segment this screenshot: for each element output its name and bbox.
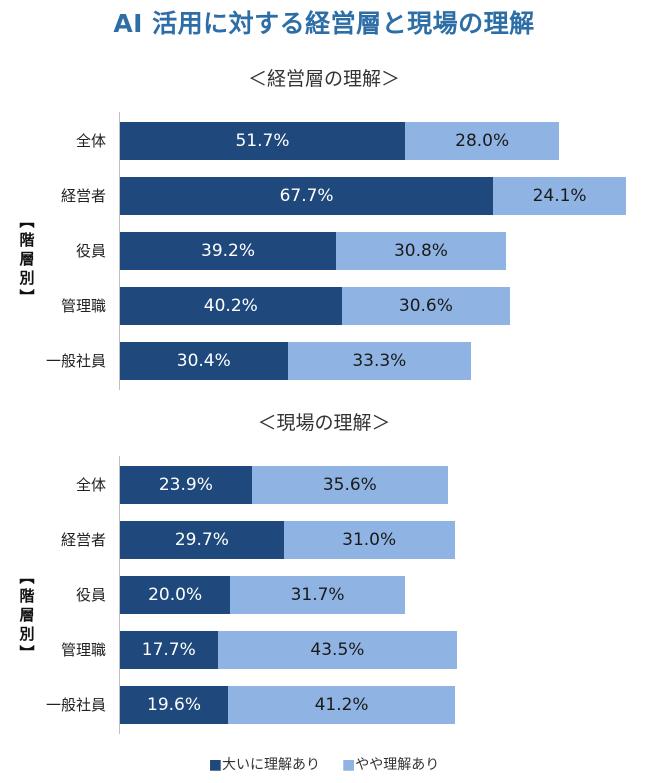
group-label: ︻ 階層別 ︼: [19, 568, 35, 662]
legend: ■大いに理解あり ■やや理解あり: [0, 754, 648, 774]
data-label: 43.5%: [310, 640, 365, 660]
data-label: 51.7%: [235, 131, 290, 151]
data-label: 29.7%: [174, 530, 229, 550]
bar-segment: 23.9%: [120, 466, 252, 504]
bar-segment: 17.7%: [120, 631, 218, 669]
data-label: 19.6%: [147, 695, 202, 715]
chart-title: AI 活用に対する経営層と現場の理解: [113, 9, 535, 38]
panel-title: ＜現場の理解＞: [257, 412, 391, 434]
legend-label-some: ■やや理解あり: [342, 754, 439, 774]
bar-segment: 35.6%: [251, 466, 448, 504]
legend-text: 大いに理解あり: [222, 757, 320, 773]
data-label: 31.7%: [290, 585, 345, 605]
category-label: 一般社員: [45, 352, 106, 370]
legend-label-strong: ■大いに理解あり: [209, 754, 320, 774]
bar-segment: 20.0%: [120, 576, 231, 614]
legend-item-some: ■やや理解あり: [342, 754, 439, 774]
panel-title: ＜経営層の理解＞: [247, 68, 400, 90]
category-label: 役員: [75, 586, 106, 604]
data-label: 24.1%: [532, 186, 587, 206]
category-label: 経営者: [60, 187, 106, 205]
data-label: 39.2%: [201, 241, 256, 261]
bar-segment: 28.0%: [404, 122, 560, 160]
bar-segment: 29.7%: [120, 521, 284, 559]
data-label: 41.2%: [314, 695, 369, 715]
data-label: 31.0%: [342, 530, 397, 550]
bar-segment: 39.2%: [120, 232, 337, 270]
category-label: 管理職: [60, 297, 106, 315]
data-label: 40.2%: [203, 296, 258, 316]
data-label: 23.9%: [158, 475, 213, 495]
legend-text: やや理解あり: [355, 757, 440, 773]
bar-segment: 51.7%: [120, 122, 405, 160]
category-label: 役員: [75, 242, 106, 260]
bar-segment: 24.1%: [493, 177, 626, 215]
bar-segment: 67.7%: [120, 177, 494, 215]
legend-marker: ■: [342, 757, 356, 773]
data-label: 33.3%: [352, 351, 407, 371]
category-label: 一般社員: [45, 696, 106, 714]
data-label: 30.6%: [398, 296, 453, 316]
data-label: 28.0%: [455, 131, 510, 151]
bar-segment: 30.6%: [341, 287, 511, 325]
category-label: 全体: [75, 132, 106, 150]
bar-segment: 31.0%: [283, 521, 455, 559]
data-label: 20.0%: [148, 585, 203, 605]
bar-segment: 40.2%: [120, 287, 342, 325]
category-axis-line: [119, 456, 120, 734]
data-label: 35.6%: [322, 475, 377, 495]
bar-segment: 30.4%: [120, 342, 288, 380]
group-label: ︻ 階層別 ︼: [19, 212, 35, 306]
bar-segment: 30.8%: [336, 232, 506, 270]
bar-segment: 33.3%: [287, 342, 472, 380]
category-label: 管理職: [60, 641, 106, 659]
data-label: 30.4%: [176, 351, 231, 371]
data-label: 30.8%: [393, 241, 448, 261]
data-label: 67.7%: [279, 186, 334, 206]
category-label: 経営者: [60, 531, 106, 549]
legend-marker: ■: [208, 757, 222, 773]
category-label: 全体: [75, 476, 106, 494]
legend-item-strong: ■大いに理解あり: [209, 754, 320, 774]
bar-segment: 19.6%: [120, 686, 229, 724]
bar-segment: 41.2%: [228, 686, 456, 724]
bar-segment: 31.7%: [230, 576, 405, 614]
category-axis-line: [119, 112, 120, 390]
data-label: 17.7%: [141, 640, 196, 660]
bar-segment: 43.5%: [217, 631, 458, 669]
